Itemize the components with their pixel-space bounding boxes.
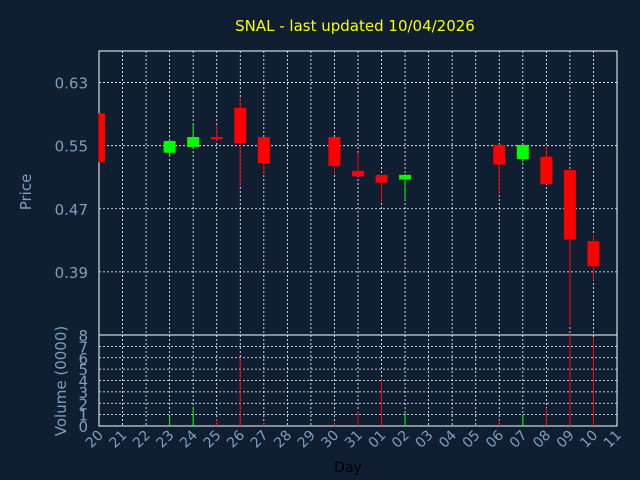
volume-bars — [169, 335, 594, 426]
volume-tick-label: 2 — [78, 395, 88, 413]
candle-body — [234, 107, 247, 144]
x-tick-labels: 20 21 22 23 24 25 26 27 28 29 30 31 01 02 03 04 05 06 07 08… — [83, 427, 625, 451]
volume-tick-label: 4 — [78, 373, 88, 391]
price-tick-labels: 0.39 0.47 0.55 0.63 — [55, 75, 88, 282]
candles — [98, 97, 600, 326]
chart-title: SNAL - last updated 10/04/2026 — [235, 17, 475, 35]
candle-body — [540, 156, 553, 185]
price-tick-label: 0.39 — [55, 264, 88, 282]
candle-body — [187, 136, 200, 148]
volume-axis-label: Volume (0000) — [52, 326, 70, 436]
y-axis-label: Price — [17, 174, 35, 211]
candle-body — [375, 174, 388, 183]
price-tick-label: 0.47 — [55, 201, 88, 219]
candle-body — [352, 170, 364, 177]
candle-body — [257, 136, 270, 164]
x-axis-label: Day — [334, 460, 362, 476]
volume-tick-label: 6 — [78, 350, 88, 368]
candle-body — [493, 144, 506, 165]
candle-body — [163, 140, 176, 153]
volume-tick-label: 1 — [78, 407, 88, 425]
volume-tick-label: 8 — [78, 327, 88, 345]
candle-body — [516, 144, 529, 160]
price-tick-label: 0.63 — [55, 75, 88, 93]
price-tick-label: 0.55 — [55, 138, 88, 156]
volume-tick-label: 7 — [78, 338, 88, 356]
volume-tick-label: 3 — [78, 384, 88, 402]
volume-tick-label: 5 — [78, 361, 88, 379]
candle-body — [210, 136, 223, 140]
volume-tick-label: 0 — [78, 418, 88, 436]
candle-body — [99, 113, 105, 163]
candle-body — [563, 170, 576, 240]
candle-body — [399, 174, 412, 180]
candle-body — [328, 136, 341, 167]
candle-body — [587, 241, 600, 267]
